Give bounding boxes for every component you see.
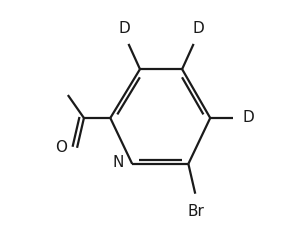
Text: N: N	[113, 155, 124, 170]
Text: D: D	[118, 21, 130, 36]
Text: D: D	[192, 21, 204, 36]
Text: O: O	[55, 140, 67, 155]
Text: D: D	[242, 110, 254, 125]
Text: Br: Br	[188, 204, 205, 219]
